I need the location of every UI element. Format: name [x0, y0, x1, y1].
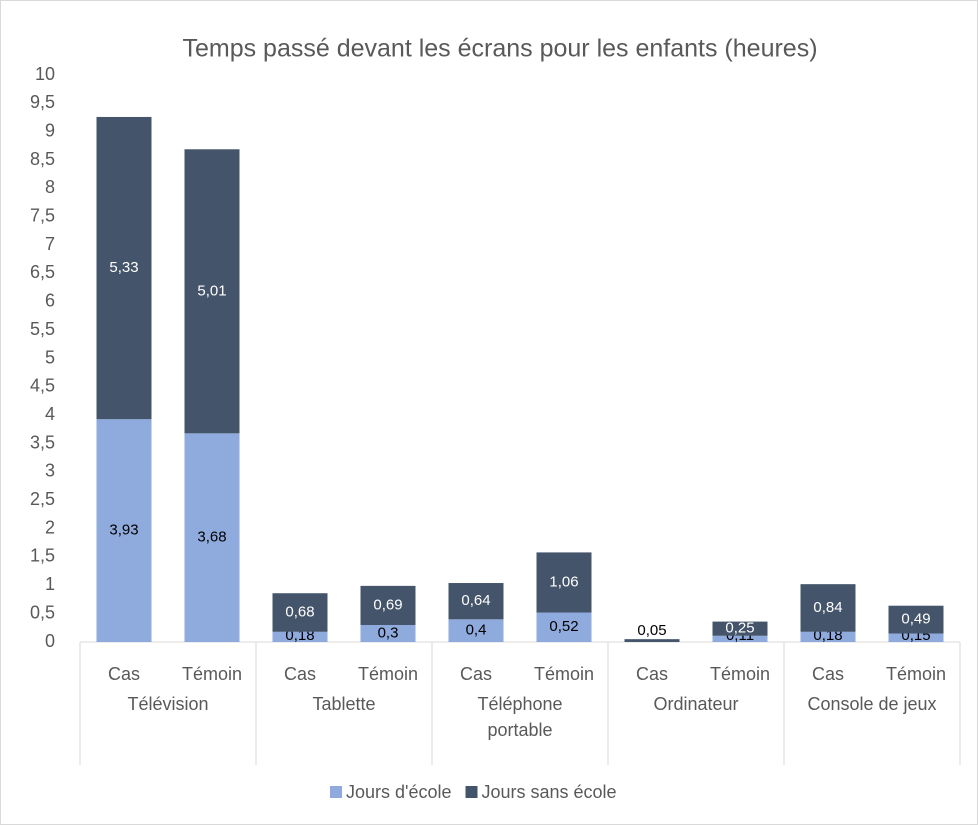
bar-segment — [360, 624, 416, 642]
y-tick-label: 8,5 — [30, 149, 55, 169]
y-tick-label: 2 — [45, 517, 55, 537]
x-tick-label: Témoin — [534, 664, 594, 684]
legend-label: Jours sans école — [482, 782, 617, 802]
chart-title: Temps passé devant les écrans pour les e… — [182, 35, 817, 63]
data-label: 3,93 — [109, 522, 138, 539]
data-label: 0,05 — [637, 622, 666, 639]
y-tick-label: 8 — [45, 177, 55, 197]
group-label: Console de jeux — [807, 694, 936, 714]
y-tick-label: 3 — [45, 461, 55, 481]
x-tick-label: Cas — [636, 664, 668, 684]
data-label: 0,25 — [725, 620, 754, 637]
group-label: portable — [487, 720, 552, 740]
data-label: 0,3 — [378, 624, 399, 641]
x-tick-label: Témoin — [182, 664, 242, 684]
y-tick-label: 5 — [45, 347, 55, 367]
data-label: 0,52 — [549, 618, 578, 635]
legend-swatch — [330, 786, 342, 798]
group-label: Téléphone — [477, 694, 562, 714]
y-tick-label: 4,5 — [30, 376, 55, 396]
data-label: 0,68 — [285, 603, 314, 620]
data-label: 0,49 — [901, 611, 930, 628]
data-label: 1,06 — [549, 573, 578, 590]
y-tick-label: 4 — [45, 404, 55, 424]
bar-segment — [184, 433, 240, 642]
bar-segment — [712, 635, 768, 642]
x-tick-label: Cas — [108, 664, 140, 684]
legend-swatch — [465, 786, 478, 798]
legend-label: Jours d'école — [346, 782, 452, 802]
bar-segment — [272, 593, 328, 632]
bar-segment — [712, 621, 768, 636]
x-tick-label: Témoin — [710, 664, 770, 684]
bar-segment — [184, 149, 240, 434]
bar-segment — [624, 639, 680, 642]
y-tick-label: 0 — [45, 631, 55, 651]
bar-segment — [536, 552, 592, 613]
data-label: 0,4 — [466, 622, 487, 639]
bar-segment — [96, 419, 152, 642]
data-label: 5,01 — [197, 282, 226, 299]
x-tick-label: Cas — [460, 664, 492, 684]
y-tick-label: 9,5 — [30, 92, 55, 112]
y-tick-label: 6 — [45, 291, 55, 311]
data-label: 0,69 — [373, 596, 402, 613]
y-tick-label: 7 — [45, 234, 55, 254]
bar-segment — [96, 116, 152, 420]
y-tick-label: 7,5 — [30, 206, 55, 226]
bar-segment — [272, 631, 328, 642]
data-label: 5,33 — [109, 259, 138, 276]
group-label: Ordinateur — [653, 694, 738, 714]
y-tick-label: 5,5 — [30, 319, 55, 339]
bar-segment — [360, 585, 416, 625]
y-tick-label: 9 — [45, 120, 55, 140]
data-label: 0,84 — [813, 599, 842, 616]
data-label: 3,68 — [197, 529, 226, 546]
bar-segment — [448, 583, 504, 620]
bar-segment — [536, 612, 592, 642]
x-tick-label: Témoin — [886, 664, 946, 684]
y-tick-label: 1,5 — [30, 546, 55, 566]
x-tick-label: Témoin — [358, 664, 418, 684]
y-tick-label: 10 — [35, 64, 55, 84]
group-label: Tablette — [312, 694, 375, 714]
y-tick-label: 2,5 — [30, 489, 55, 509]
bar-segment — [448, 619, 504, 642]
bar-segment — [888, 605, 944, 634]
bar-segment — [800, 584, 856, 632]
group-label: Télévision — [127, 694, 208, 714]
data-label: 0,64 — [461, 592, 490, 609]
y-tick-label: 0,5 — [30, 602, 55, 622]
y-tick-label: 1 — [45, 574, 55, 594]
x-tick-label: Cas — [284, 664, 316, 684]
y-tick-label: 3,5 — [30, 432, 55, 452]
bar-segment — [800, 631, 856, 642]
bar-segment — [888, 633, 944, 642]
x-tick-label: Cas — [812, 664, 844, 684]
y-tick-label: 6,5 — [30, 262, 55, 282]
